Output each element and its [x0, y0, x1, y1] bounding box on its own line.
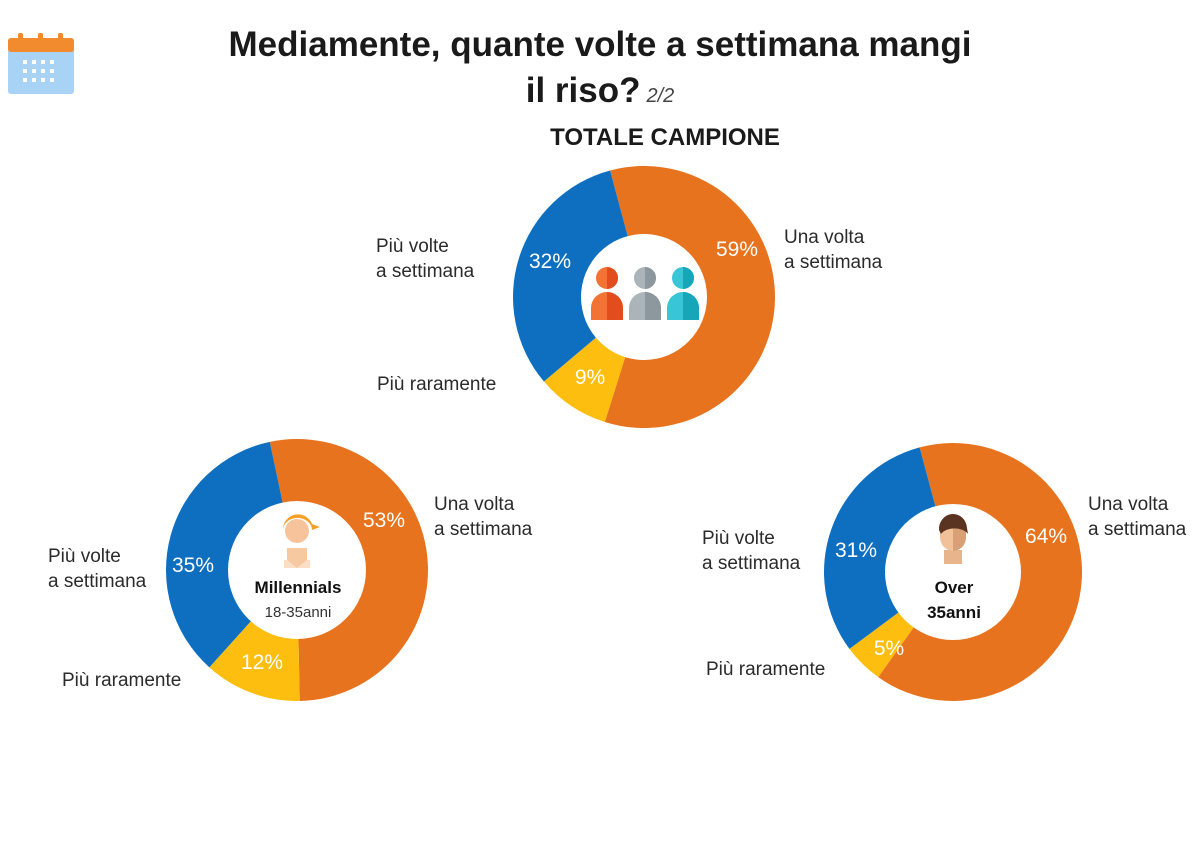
millennial-avatar-icon — [282, 514, 320, 568]
center-sublabel: 35anni — [927, 603, 981, 622]
donut-hole — [228, 501, 366, 639]
data-label-piu-raramente: 9% — [575, 366, 605, 389]
title-line-1: Mediamente, quante volte a settimana man… — [228, 25, 972, 64]
donut-over35: Over 35anni 64% 5% 31% Una volta a settim… — [702, 443, 1187, 701]
data-label-una-volta: 53% — [363, 509, 405, 532]
center-label: Millennials — [255, 578, 342, 597]
center-sublabel: 18-35anni — [265, 604, 332, 621]
title-line-2: il riso? — [525, 71, 641, 110]
legend-label-piu-volte: Più volte a settimana — [48, 546, 147, 592]
donut-hole — [885, 504, 1021, 640]
slice-piu-volte — [513, 170, 644, 382]
data-label-una-volta: 59% — [716, 238, 758, 261]
chart-title: Mediamente, quante volte a settimana man… — [170, 22, 1030, 119]
data-label-una-volta: 64% — [1025, 525, 1067, 548]
legend-label-piu-raramente: Più raramente — [377, 374, 496, 395]
legend-label-una-volta: Una volta a settimana — [1088, 494, 1187, 540]
chart-subtitle: TOTALE CAMPIONE — [550, 124, 780, 151]
data-label-piu-raramente: 12% — [241, 651, 283, 674]
legend-label-piu-raramente: Più raramente — [62, 670, 181, 691]
people-group-icon — [591, 267, 699, 320]
legend-label-piu-volte: Più volte a settimana — [702, 528, 801, 574]
data-label-piu-volte: 35% — [172, 554, 214, 577]
calendar-icon — [8, 33, 74, 94]
data-label-piu-volte: 31% — [835, 539, 877, 562]
donut-totale: 59% 9% 32% Una volta a settimana Più rara… — [376, 166, 883, 428]
legend-label-una-volta: Una volta a settimana — [784, 227, 883, 273]
legend-label-piu-raramente: Più raramente — [706, 659, 825, 680]
page-indicator: 2/2 — [646, 85, 675, 107]
data-label-piu-volte: 32% — [529, 250, 571, 273]
over35-avatar-icon — [938, 513, 968, 564]
legend-label-una-volta: Una volta a settimana — [434, 494, 533, 540]
slice-piu-volte — [823, 447, 953, 649]
legend-label-piu-volte: Più volte a settimana — [376, 236, 475, 282]
donut-millennials: Millennials 18-35anni 53% 12% 35% Una vo… — [48, 438, 533, 701]
center-label: Over — [935, 578, 974, 597]
data-label-piu-raramente: 5% — [874, 637, 904, 660]
